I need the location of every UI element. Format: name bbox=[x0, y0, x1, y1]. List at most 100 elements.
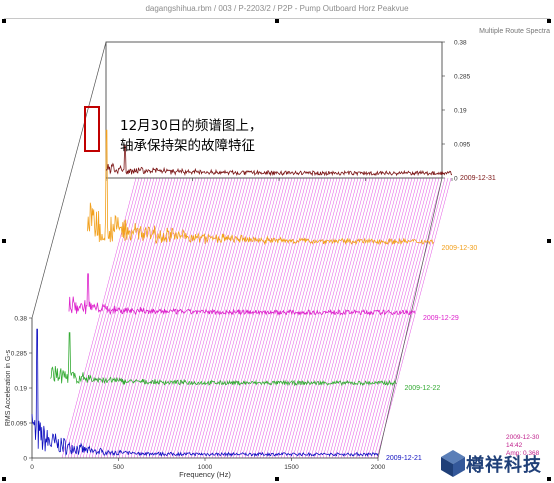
hatch-line bbox=[97, 177, 173, 459]
annotation: 12月30日的频谱图上， 轴承保持架的故障特征 bbox=[120, 116, 262, 156]
hatch-line bbox=[139, 177, 215, 459]
hatch-line bbox=[211, 177, 287, 459]
hatch-line bbox=[262, 177, 338, 459]
hatch-line bbox=[130, 177, 206, 459]
hatch-line bbox=[91, 177, 167, 459]
hatch-line bbox=[331, 177, 407, 459]
hatch-line bbox=[190, 177, 266, 459]
resize-handle[interactable] bbox=[547, 477, 551, 481]
hatch-line bbox=[205, 177, 281, 459]
hatch-line bbox=[223, 177, 299, 459]
hatch-line bbox=[325, 177, 401, 459]
hatch-line bbox=[166, 177, 242, 459]
series-line bbox=[50, 332, 397, 387]
hatch-line bbox=[361, 177, 437, 459]
hatch-line bbox=[256, 177, 332, 459]
x-tick-label: 2000 bbox=[371, 464, 386, 471]
back-y-ticks: 0 0.095 0.19 0.285 0.38 bbox=[442, 40, 471, 183]
hatch-line bbox=[121, 177, 197, 459]
hatch-line bbox=[67, 177, 143, 459]
cursor-amplitude: Amp: 0.368 bbox=[506, 450, 540, 457]
hatch-line bbox=[70, 177, 146, 459]
hatch-line bbox=[313, 177, 389, 459]
hatch-line bbox=[235, 177, 311, 459]
x-tick-label: 1500 bbox=[284, 464, 299, 471]
hatch-line bbox=[208, 177, 284, 459]
series-date-label: 2009-12-29 bbox=[423, 315, 459, 322]
hatch-line bbox=[85, 177, 161, 459]
hatch-line bbox=[136, 177, 212, 459]
hatch-line bbox=[244, 177, 320, 459]
hatch-line bbox=[163, 177, 239, 459]
hatch-line bbox=[364, 177, 440, 459]
x-tick-label: 1000 bbox=[198, 464, 213, 471]
cursor-date: 2009-12-30 bbox=[506, 434, 540, 441]
hatch-line bbox=[274, 177, 350, 459]
resize-handle[interactable] bbox=[275, 477, 279, 481]
hatch-line bbox=[253, 177, 329, 459]
hatch-line bbox=[178, 177, 254, 459]
hatch-line bbox=[196, 177, 272, 459]
hatch-line bbox=[265, 177, 341, 459]
hatch-line bbox=[310, 177, 386, 459]
hatch-line bbox=[322, 177, 398, 459]
hatch-line bbox=[187, 177, 263, 459]
back-y-tick-label: 0 bbox=[454, 176, 458, 183]
hatch-line bbox=[103, 177, 179, 459]
hatch-line bbox=[367, 177, 443, 459]
hatch-line bbox=[277, 177, 353, 459]
hatch-line bbox=[124, 177, 200, 459]
hatch-line bbox=[349, 177, 425, 459]
hatch-line bbox=[169, 177, 245, 459]
series-date-label: 2009-12-31 bbox=[460, 175, 496, 182]
resize-handle[interactable] bbox=[547, 239, 551, 243]
hatch-line bbox=[172, 177, 248, 459]
hatch-line bbox=[157, 177, 233, 459]
back-y-tick-label: 0.285 bbox=[454, 74, 471, 81]
hatch-line bbox=[295, 177, 371, 459]
hatch-line bbox=[229, 177, 305, 459]
hatch-line bbox=[217, 177, 293, 459]
y-tick-label: 0.095 bbox=[11, 421, 28, 428]
hatch-line bbox=[202, 177, 278, 459]
title-divider bbox=[4, 18, 550, 19]
x-tick-label: 500 bbox=[113, 464, 124, 471]
spectrum-series bbox=[31, 129, 453, 458]
resize-handle[interactable] bbox=[2, 477, 6, 481]
window-title: dagangshihua.rbm / 003 / P-2203/2 / P2P … bbox=[145, 4, 409, 13]
hatch-line bbox=[160, 177, 236, 459]
date-labels: 2009-12-21 2009-12-22 2009-12-29 2009-12-30… bbox=[386, 175, 496, 462]
hatch-line bbox=[292, 177, 368, 459]
y-tick-label: 0.285 bbox=[11, 351, 28, 358]
series-line bbox=[87, 129, 434, 246]
x-ticks: 0 500 1000 1500 2000 bbox=[30, 178, 453, 471]
resize-handle[interactable] bbox=[547, 19, 551, 23]
resize-handle[interactable] bbox=[275, 19, 279, 23]
series-date-label: 2009-12-21 bbox=[386, 455, 422, 462]
waterfall-floor-hatching bbox=[61, 177, 452, 459]
hatch-line bbox=[337, 177, 413, 459]
hatch-line bbox=[226, 177, 302, 459]
cursor-time: 14:42 bbox=[506, 442, 523, 449]
company-logo: 樽祥科技 bbox=[438, 446, 554, 480]
hatch-line bbox=[304, 177, 380, 459]
hatch-line bbox=[184, 177, 260, 459]
hatch-line bbox=[94, 177, 170, 459]
hatch-line bbox=[346, 177, 422, 459]
resize-handle[interactable] bbox=[2, 239, 6, 243]
hatch-line bbox=[232, 177, 308, 459]
corner-label: Multiple Route Spectra bbox=[479, 28, 550, 35]
hatch-line bbox=[241, 177, 317, 459]
hatch-line bbox=[340, 177, 416, 459]
x-tick-label: 0 bbox=[30, 464, 34, 471]
resize-handle[interactable] bbox=[2, 19, 6, 23]
y-axis-label: RMS Acceleration in G-s bbox=[5, 349, 12, 426]
hatch-line bbox=[301, 177, 377, 459]
x-axis-label: Frequency (Hz) bbox=[179, 470, 231, 479]
back-plot-panel bbox=[105, 41, 443, 179]
hatch-line bbox=[250, 177, 326, 459]
logo-cube-icon bbox=[441, 450, 465, 477]
hatch-line bbox=[319, 177, 395, 459]
